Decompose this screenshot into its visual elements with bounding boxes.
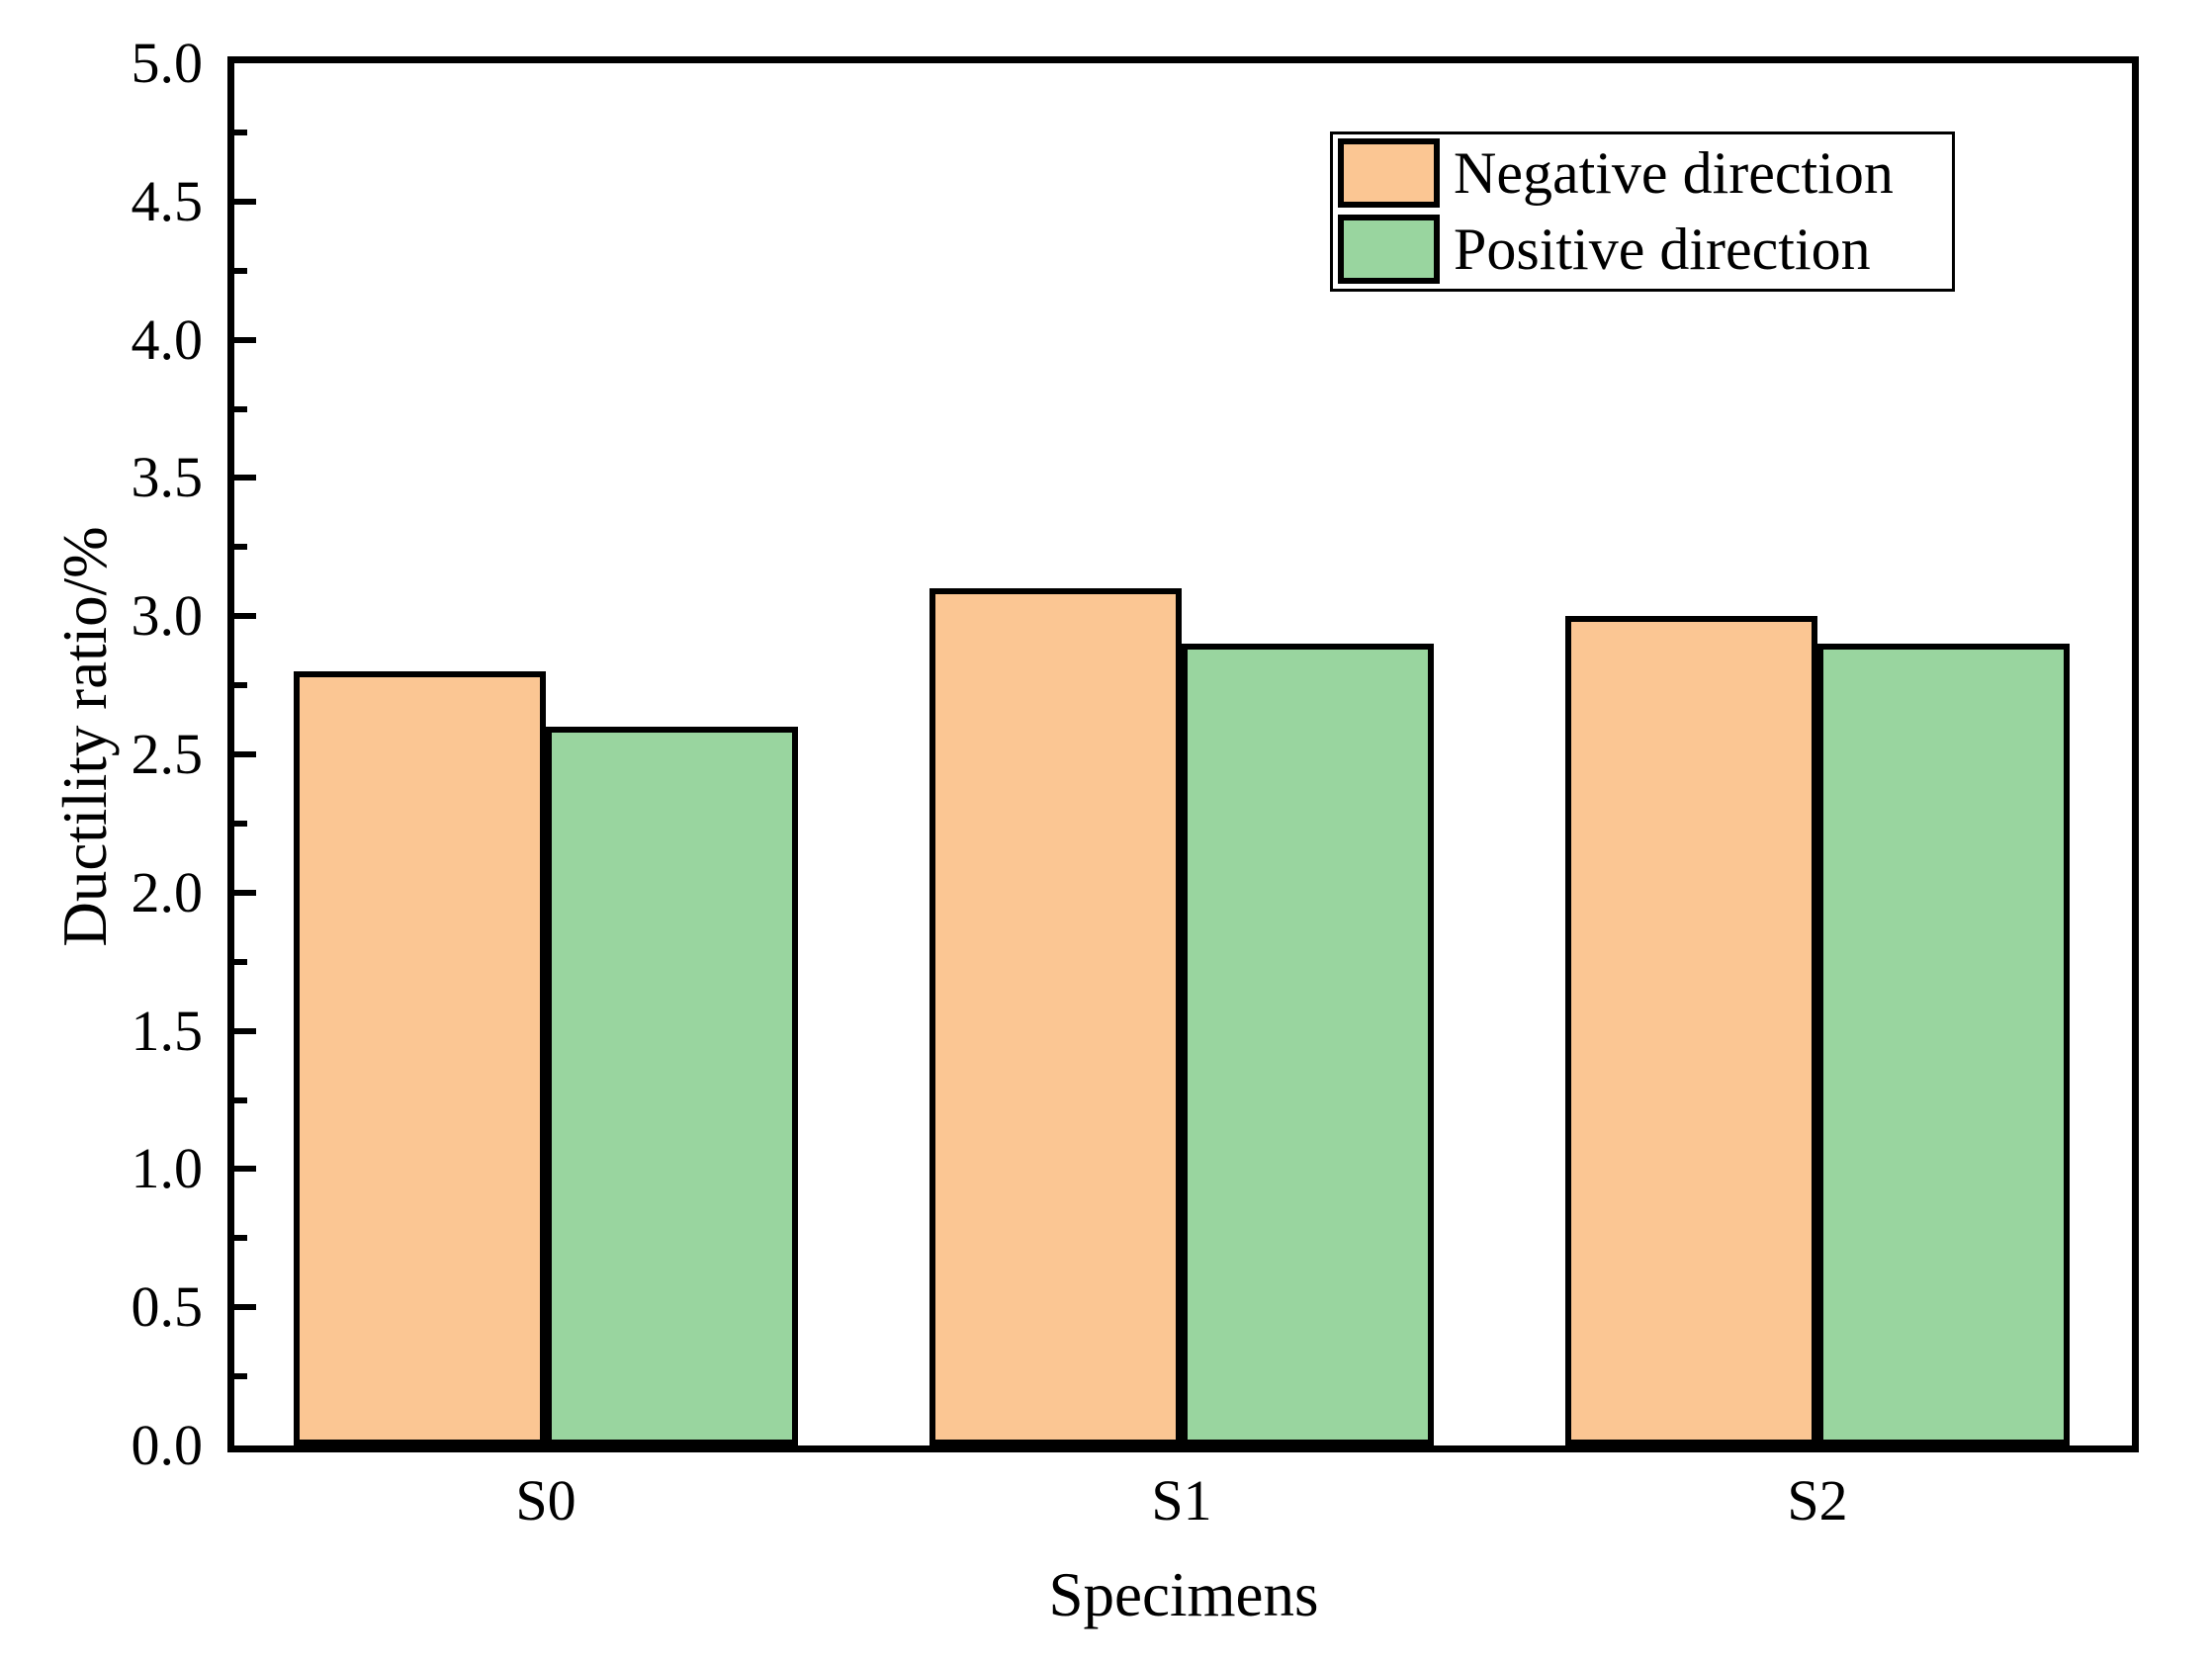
legend-label: Negative direction — [1454, 140, 1894, 206]
y-tick-label: 0.0 — [131, 1413, 204, 1477]
x-tick-label-s1: S1 — [1151, 1468, 1212, 1532]
y-minor-tick — [234, 267, 247, 274]
bar-negative-s2 — [1565, 616, 1817, 1445]
x-tick-label-s0: S0 — [515, 1468, 576, 1532]
y-major-tick — [234, 889, 256, 896]
bar-positive-s1 — [1182, 644, 1434, 1445]
legend-swatch-icon — [1338, 215, 1440, 284]
y-tick-label: 4.5 — [131, 168, 204, 233]
y-minor-tick — [234, 129, 247, 135]
y-minor-tick — [234, 958, 247, 965]
legend-label: Positive direction — [1454, 217, 1871, 282]
x-axis-title: Specimens — [1048, 1560, 1319, 1629]
y-minor-tick — [234, 682, 247, 689]
y-minor-tick — [234, 1096, 247, 1103]
legend-item-positive: Positive direction — [1338, 215, 1952, 284]
y-tick-label: 1.0 — [131, 1136, 204, 1201]
bar-negative-s0 — [294, 671, 546, 1445]
y-minor-tick — [234, 1235, 247, 1242]
bar-positive-s0 — [546, 727, 798, 1445]
y-axis-title: Ductility ratio/% — [50, 526, 120, 947]
bar-negative-s1 — [929, 588, 1182, 1445]
y-tick-label: 4.0 — [131, 306, 204, 372]
legend-swatch-icon — [1338, 138, 1440, 208]
y-major-tick — [234, 1304, 256, 1311]
y-major-tick — [234, 475, 256, 481]
y-tick-label: 0.5 — [131, 1274, 204, 1340]
bar-positive-s2 — [1817, 644, 2070, 1445]
y-major-tick — [234, 1027, 256, 1034]
y-tick-label: 5.0 — [131, 31, 204, 95]
y-tick-label: 1.5 — [131, 998, 204, 1063]
y-major-tick — [234, 613, 256, 620]
y-minor-tick — [234, 820, 247, 827]
y-minor-tick — [234, 405, 247, 412]
y-major-tick — [234, 198, 256, 205]
y-tick-label: 3.0 — [131, 583, 204, 649]
y-major-tick — [234, 1166, 256, 1173]
y-minor-tick — [234, 1373, 247, 1380]
legend-item-negative: Negative direction — [1338, 138, 1952, 208]
y-major-tick — [234, 336, 256, 343]
y-tick-label: 2.0 — [131, 859, 204, 924]
legend: Negative direction Positive direction — [1330, 131, 1955, 292]
plot-inner — [234, 63, 2132, 1445]
y-major-tick — [234, 751, 256, 757]
x-tick-label-s2: S2 — [1787, 1468, 1848, 1532]
y-tick-label: 3.5 — [131, 445, 204, 510]
y-tick-label: 2.5 — [131, 722, 204, 786]
y-minor-tick — [234, 544, 247, 551]
